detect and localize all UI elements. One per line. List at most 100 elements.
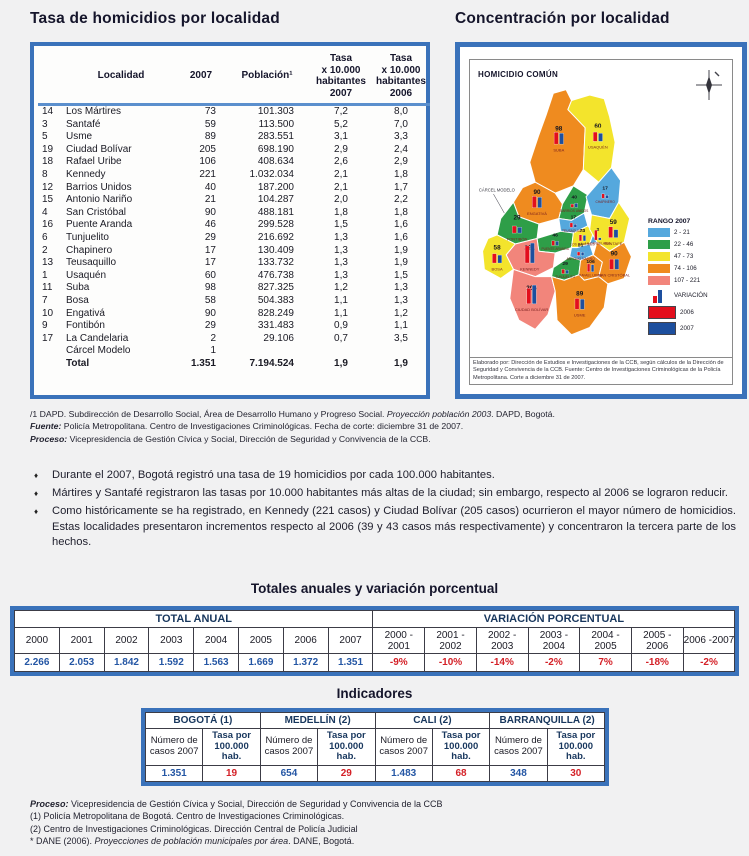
- map-caption: Elaborado por: Dirección de Estudios e I…: [470, 356, 732, 384]
- rate-2007: 5,2: [334, 118, 348, 130]
- population: 504.383: [257, 294, 294, 306]
- rate-2006: 1,1: [394, 320, 408, 332]
- city-header: MEDELLÍN (2): [259, 712, 376, 729]
- population: 828.249: [257, 307, 294, 319]
- rate-2006: 8,0: [394, 106, 408, 117]
- rate-2006: 1,6: [394, 219, 408, 231]
- map-value-suba: 98: [555, 125, 563, 132]
- city-cases-value: 654: [259, 764, 319, 782]
- bullet-item: ♦ Durante el 2007, Bogotá registró una ta…: [32, 468, 736, 483]
- cases-2007: 21: [204, 194, 216, 206]
- cases-2007: 73: [204, 106, 216, 117]
- carcel-modelo-pointer: [493, 193, 505, 214]
- map-bar-2007-usme: [580, 298, 585, 310]
- rate-2006: 2,9: [394, 156, 408, 168]
- map-bar-2007-usaquen: [598, 133, 603, 142]
- rate-2007: 1,1: [334, 294, 348, 306]
- map-bar-2007-candelaria: [598, 237, 602, 241]
- locality-number: 1: [42, 269, 48, 281]
- cases-2007: 29: [204, 320, 216, 332]
- city-rate-value: 29: [317, 764, 376, 782]
- legend-year-label: 2007: [680, 325, 694, 332]
- map-name-martires: LOS MÁRTIRES: [570, 243, 595, 247]
- footer-note-line: * DANE (2006). Proyecciones de población…: [30, 835, 690, 847]
- text-segment: Proyección población 2003: [386, 409, 492, 419]
- legend-year-item: 2007: [648, 322, 728, 335]
- bullet-item: ♦ Como históricamente se ha registrado, e…: [32, 504, 736, 550]
- annual-total-value: 1.842: [103, 653, 150, 672]
- map-region-usme: [551, 274, 609, 336]
- locality-name: Suba: [66, 282, 90, 294]
- rate-subheader: Tasa por 100.000 hab.: [431, 728, 491, 766]
- map-value-candelaria: 2: [596, 227, 599, 233]
- population: 104.287: [257, 194, 294, 206]
- annual-variation-value: -10%: [424, 653, 477, 672]
- annual-variation-value: 7%: [579, 653, 632, 672]
- legend-range-item: 74 - 106: [648, 264, 728, 273]
- map-name-teusaquillo: TEUSAQUILLO: [562, 229, 585, 233]
- rate-2006: 1,8: [394, 168, 408, 180]
- map-value-barrios: 40: [571, 195, 577, 201]
- annual-table-panel: TOTAL ANUAL VARIACIÓN PORCENTUAL 2000 2001 2…: [10, 606, 739, 676]
- year-cell: 2007: [327, 627, 374, 654]
- footer-note-line: (1) Policía Metropolitana de Bogotá. Cen…: [30, 810, 690, 822]
- locality-row: 19 Ciudad Bolívar 205 698.190 2,9 2,4: [38, 144, 430, 157]
- population: 113.500: [258, 118, 294, 130]
- indicator-values-row: 1.351 19 654 29 1.483 68 348 30: [144, 764, 606, 782]
- legend-range-label: 107 - 221: [674, 277, 701, 284]
- locality-name: Puente Aranda: [66, 219, 133, 231]
- col-header-tasa-2006: Tasa x 10.000 habitantes 2006: [372, 49, 430, 106]
- legend-year-swatch: [648, 306, 676, 319]
- population: 133.732: [257, 257, 294, 269]
- map-bar-2006-usme: [574, 298, 580, 310]
- map-bar-2007-suba: [559, 133, 564, 145]
- legend-year-item: 2006: [648, 306, 728, 319]
- rate-2007: 7,2: [334, 106, 348, 117]
- year-cell: 2005: [237, 627, 284, 654]
- text-segment: * DANE (2006).: [30, 836, 95, 847]
- period-cell: 2000 - 2001: [372, 627, 426, 654]
- locality-row: 11 Suba 98 827.325 1,2 1,3: [38, 282, 430, 295]
- map-value-puente: 46: [552, 233, 558, 239]
- locality-row: 8 Kennedy 221 1.032.034 2,1 1,8: [38, 169, 430, 182]
- legend-year-swatch: [648, 322, 676, 335]
- table-footnotes: /1 DAPD. Subdirección de Desarrollo Soci…: [30, 408, 742, 445]
- locality-name: Santafé: [66, 118, 101, 130]
- population: [224, 345, 310, 358]
- year-cell: 2000: [14, 627, 60, 654]
- population: 331.483: [257, 320, 294, 332]
- col-header-num: [38, 49, 64, 106]
- indicator-subheader-row: Número de casos 2007 Tasa por 100.000 hab…: [144, 728, 606, 766]
- population: 216.692: [257, 231, 294, 243]
- map-bar-2007-tunjuelito: [565, 269, 569, 274]
- rate-2006: 2,4: [394, 143, 408, 155]
- map-name-usaquen: USAQUÉN: [588, 145, 608, 150]
- cases-2007: 29: [204, 231, 216, 243]
- text-segment: /1 DAPD. Subdirección de Desarrollo Soci…: [30, 409, 387, 419]
- locality-row: 14 Los Mártires 73 101.303 7,2 8,0: [38, 105, 430, 119]
- map-frame: HOMICIDIO COMÚN 98 SUBA 60 USAQUÉN 90 ENGATIV…: [469, 59, 733, 385]
- rate-subheader: Tasa por 100.000 hab.: [317, 728, 376, 766]
- text-segment: Proyecciones de población municipales po…: [94, 836, 289, 847]
- locality-number: 17: [42, 332, 54, 344]
- rate-2007: [310, 345, 372, 358]
- population: 827.325: [257, 282, 294, 294]
- map-bar-2006-rafael: [587, 263, 591, 272]
- locality-name: Kennedy: [66, 168, 106, 180]
- right-section-title: Concentración por localidad: [455, 10, 670, 27]
- cases-2007: 106: [199, 156, 216, 168]
- locality-row: 18 Rafael Uribe 106 408.634 2,6 2,9: [38, 156, 430, 169]
- locality-number: 12: [42, 181, 54, 193]
- legend-range-item: 47 - 73: [648, 252, 728, 261]
- map-value-bosa: 58: [494, 244, 502, 251]
- cases-2007: 60: [204, 269, 216, 281]
- map-name-fontibon: FONTIBÓN: [507, 236, 528, 241]
- rate-2007: 1,2: [334, 282, 348, 294]
- annual-years-row: 2000 2001 2002 2003 2004 2005 2006 2007 2000 - 2…: [14, 627, 736, 654]
- population: 29.106: [263, 332, 294, 344]
- map-bar-2007-ciudadbolivar: [532, 284, 537, 305]
- city-header: BOGOTÁ (1): [145, 712, 261, 729]
- population: 130.409: [257, 244, 294, 256]
- map-bar-2006-antonio: [577, 251, 581, 256]
- map-name-suba: SUBA: [553, 147, 564, 152]
